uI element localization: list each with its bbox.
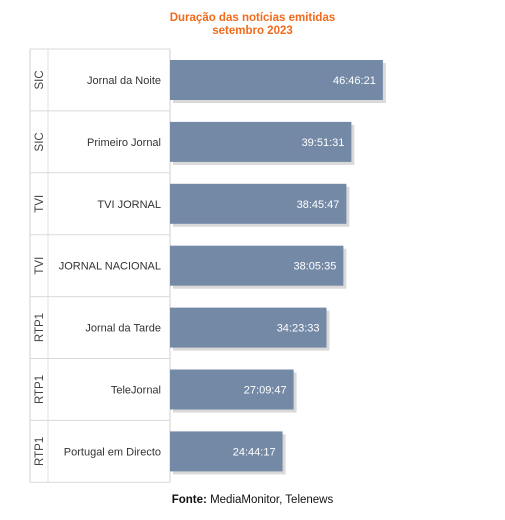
source-text: MediaMonitor, Telenews: [210, 494, 334, 506]
channel-label: RTP1: [34, 437, 46, 466]
bar-value-label: 27:09:47: [244, 385, 287, 397]
bar: [170, 245, 344, 286]
program-label: Jornal da Noite: [87, 75, 161, 87]
channel-label: RTP1: [34, 375, 46, 404]
bar: [170, 431, 283, 472]
bar-value-label: 34:23:33: [277, 323, 320, 335]
bar: [170, 60, 383, 100]
bar-value-label: 38:05:35: [294, 261, 337, 273]
program-label: TVI JORNAL: [97, 199, 161, 211]
program-label: Portugal em Directo: [64, 446, 161, 458]
bar: [170, 369, 294, 410]
bar-value-label: 39:51:31: [302, 137, 345, 149]
channel-label: SIC: [34, 132, 46, 151]
bar: [170, 183, 347, 224]
channel-label: TVI: [34, 257, 46, 275]
program-label: TeleJornal: [111, 384, 161, 396]
channel-label: TVI: [34, 195, 46, 213]
source-label: Fonte:: [171, 494, 207, 506]
channel-label: RTP1: [34, 313, 46, 342]
program-label: JORNAL NACIONAL: [59, 261, 161, 273]
bar: [170, 121, 352, 162]
chart-title-line2: setembro 2023: [212, 25, 293, 37]
bar: [170, 307, 327, 348]
program-label: Primeiro Jornal: [87, 137, 161, 149]
bar-value-label: 24:44:17: [233, 446, 276, 458]
bar-value-label: 38:45:47: [297, 199, 340, 211]
chart-title-line1: Duração das notícias emitidas: [169, 12, 336, 24]
chart-title: Duração das notícias emitidas setembro 2…: [0, 12, 505, 38]
bar-value-label: 46:46:21: [333, 75, 376, 87]
channel-label: SIC: [34, 70, 46, 89]
source-note: Fonte: MediaMonitor, Telenews: [0, 494, 505, 506]
program-label: Jornal da Tarde: [85, 323, 161, 335]
